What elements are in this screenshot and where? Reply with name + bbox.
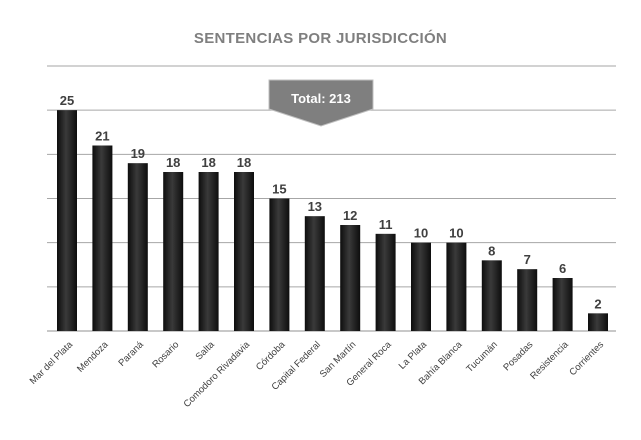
bar (269, 198, 290, 331)
callout-arrow-shape (268, 79, 374, 127)
value-label: 18 (237, 155, 251, 170)
value-label: 18 (166, 155, 180, 170)
x-tick-label: Paraná (116, 339, 146, 369)
x-tick-label: Corrientes (567, 339, 606, 378)
value-label: 8 (488, 243, 495, 258)
bar (234, 172, 254, 331)
bar (446, 242, 467, 331)
chart-title: SENTENCIAS POR JURISDICCIÓN (193, 30, 448, 47)
bar (481, 260, 502, 331)
bar (57, 110, 77, 332)
value-label: 11 (379, 217, 393, 232)
value-label: 25 (60, 93, 74, 108)
bar (304, 216, 325, 331)
value-label: 7 (524, 252, 531, 267)
value-label: 13 (308, 199, 322, 214)
value-label: 6 (559, 261, 566, 276)
x-tick-label: Posadas (501, 339, 535, 373)
x-tick-label: Rosario (150, 339, 181, 370)
x-tick-labels: Mar del Plata Mendoza Paraná Rosario SaltaCo… (28, 339, 607, 410)
total-callout: Total: 213 (268, 79, 374, 127)
x-tick-label: Salta (194, 339, 218, 363)
bar (588, 313, 608, 331)
bar (411, 242, 431, 331)
value-label: 10 (414, 226, 428, 241)
x-tick-label: Comodoro Rivadavia (182, 339, 253, 410)
value-labels: 25 21 19 18 18 18 15 13 12 11 10 10 8 7 6 2 (60, 93, 602, 311)
x-tick-label: Resistencia (528, 339, 571, 382)
x-tick-label: Mar del Plata (28, 339, 76, 387)
bars (57, 110, 608, 332)
value-label: 10 (449, 226, 463, 241)
x-tick-label: Mendoza (75, 339, 111, 375)
value-label: 18 (201, 155, 215, 170)
value-label: 12 (343, 208, 357, 223)
total-label: Total: 213 (291, 91, 351, 106)
bar (340, 225, 361, 331)
value-label: 15 (272, 182, 286, 197)
bar (127, 163, 148, 331)
value-label: 19 (131, 146, 145, 161)
bar (92, 145, 113, 331)
x-tick-label: La Plata (397, 339, 430, 372)
x-tick-label: Córdoba (254, 339, 288, 373)
x-tick-label: Tucumán (464, 339, 500, 375)
bar (198, 172, 219, 331)
value-label: 2 (594, 296, 601, 311)
bar (375, 233, 396, 331)
bar (517, 269, 538, 331)
bar (163, 172, 184, 331)
value-label: 21 (95, 129, 109, 144)
bar (552, 278, 573, 331)
